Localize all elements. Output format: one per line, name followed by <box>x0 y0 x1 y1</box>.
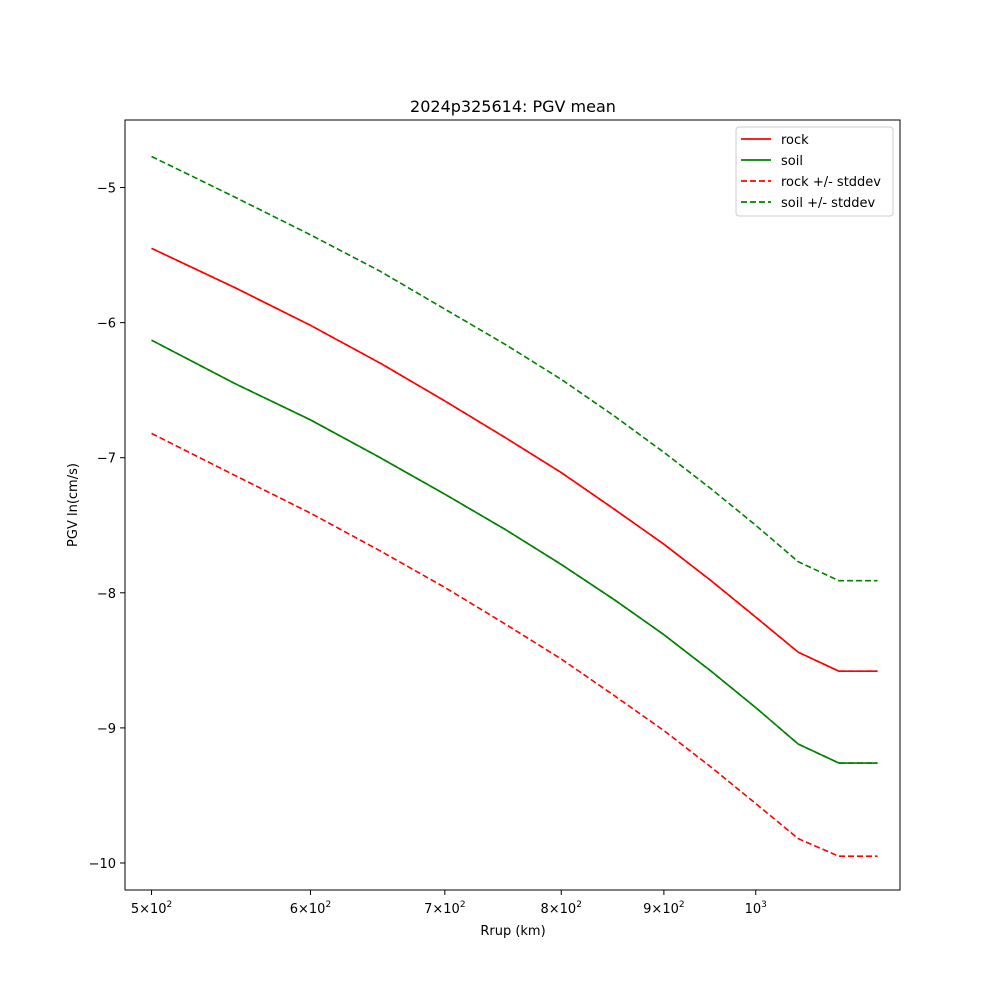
y-tick-label-1: −6 <box>97 317 116 332</box>
series-line-3 <box>151 432 878 858</box>
series-line-0 <box>151 247 878 672</box>
legend-label-3: soil +/- stddev <box>781 196 876 211</box>
y-tick-label-2: −7 <box>97 452 116 467</box>
x-axis: 5×102 6×102 7×102 8×102 9×102 103 <box>131 890 767 917</box>
y-tick-label-0: −5 <box>97 182 116 197</box>
x-tick-label-2: 7×102 <box>424 900 465 917</box>
x-tick-label-1: 6×102 <box>290 900 331 917</box>
legend-label-1: soil <box>781 154 803 169</box>
y-tick-label-4: −9 <box>97 722 116 737</box>
legend: rock soil rock +/- stddev soil +/- stddev <box>735 126 894 217</box>
y-axis: −5 −6 −7 −8 −9 −10 <box>89 182 125 872</box>
legend-box <box>735 126 894 217</box>
y-axis-title: PGV ln(cm/s) <box>66 463 81 547</box>
series-line-4 <box>151 155 878 582</box>
x-tick-label-5: 103 <box>745 900 767 917</box>
legend-label-0: rock <box>781 133 809 148</box>
series-line-1 <box>151 339 878 764</box>
series-line-5 <box>151 339 878 764</box>
y-tick-label-5: −10 <box>89 857 116 872</box>
series-line-2 <box>151 247 878 672</box>
x-tick-label-4: 9×102 <box>643 900 684 917</box>
y-tick-label-3: −8 <box>97 587 116 602</box>
legend-label-2: rock +/- stddev <box>781 175 881 190</box>
chart-title: 2024p325614: PGV mean <box>410 97 616 116</box>
plot-lines <box>151 155 878 858</box>
x-tick-label-0: 5×102 <box>131 900 172 917</box>
x-axis-title: Rrup (km) <box>480 924 545 939</box>
x-tick-label-3: 8×102 <box>541 900 582 917</box>
plot-frame <box>124 119 901 891</box>
